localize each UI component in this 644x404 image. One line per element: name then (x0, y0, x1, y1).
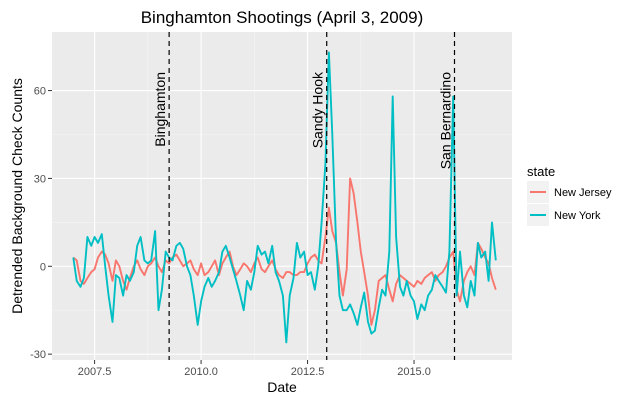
y-axis-title: Detrended Background Check Counts (9, 78, 25, 314)
x-tick-label: 2010.0 (184, 366, 218, 378)
x-tick-label: 2012.5 (291, 366, 325, 378)
series-lines (72, 51, 497, 344)
x-tick-label: 2015.0 (397, 366, 431, 378)
series-line-new-jersey (72, 177, 497, 326)
event-label-sandy-hook: Sandy Hook (310, 71, 326, 148)
legend-title: state (527, 164, 555, 179)
event-label-san-bernardino: San Bernardino (438, 72, 454, 170)
y-tick-label: -30 (30, 349, 46, 361)
legend: state New Jersey New York (527, 164, 612, 226)
plot-panel (52, 32, 512, 360)
event-label-binghamton: Binghamton (152, 72, 168, 147)
axis-ticks: 2007.5 2010.0 2012.5 2015.0 -30 0 30 60 (30, 86, 431, 378)
series-line-new-york (72, 51, 497, 344)
x-axis-title: Date (267, 379, 297, 395)
legend-label-new-jersey: New Jersey (554, 187, 612, 199)
y-tick-label: 0 (40, 261, 46, 273)
y-tick-label: 30 (34, 173, 46, 185)
y-tick-label: 60 (34, 86, 46, 98)
legend-label-new-york: New York (554, 210, 601, 222)
chart-title: Binghamton Shootings (April 3, 2009) (141, 8, 424, 27)
event-markers: Binghamton Sandy Hook San Bernardino (152, 32, 456, 360)
x-tick-label: 2007.5 (78, 366, 112, 378)
